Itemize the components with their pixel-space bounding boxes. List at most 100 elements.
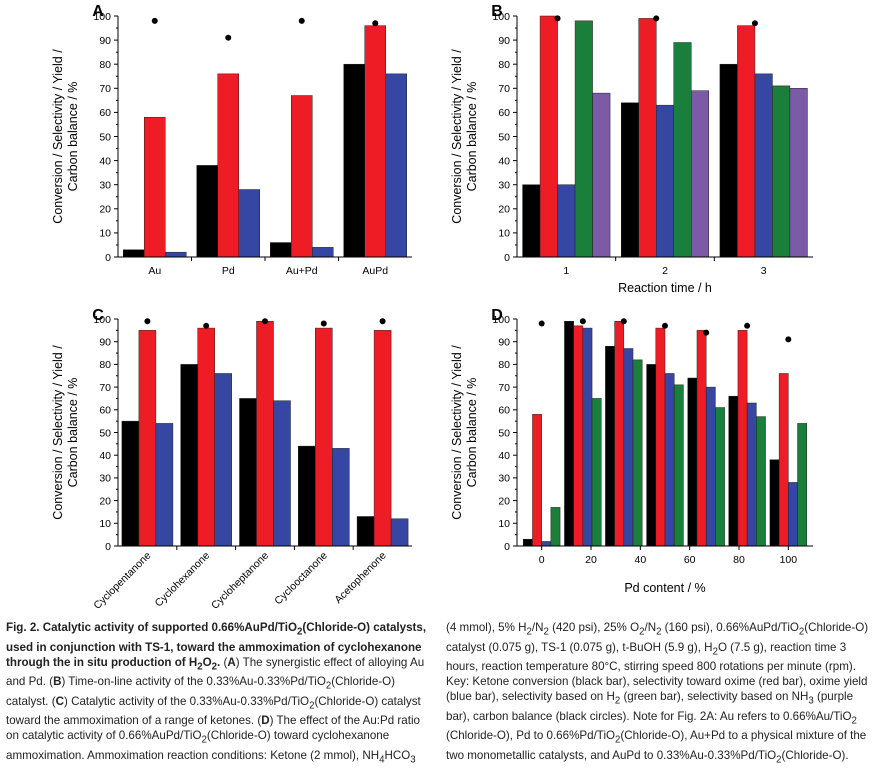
- x-tick-label: Au+Pd: [286, 265, 318, 277]
- y-tick-label: 20: [99, 495, 111, 507]
- x-tick-label: Cyclooctanone: [272, 550, 330, 608]
- y-tick-label: 80: [99, 359, 111, 371]
- carbon-balance-dot-c-2: [262, 318, 268, 325]
- bar-c-oxime-yield-0: [155, 423, 174, 547]
- bar-d-oxime-selectivity-3: [655, 327, 666, 547]
- y-tick-label: 30: [99, 180, 111, 192]
- bar-d-h2-selectivity-4: [715, 407, 725, 547]
- carbon-balance-dot-b-2: [751, 20, 758, 27]
- bar-c-oxime-selectivity-0: [138, 330, 157, 547]
- bar-a-oxime-selectivity-3: [364, 25, 386, 258]
- y-tick-label: 100: [492, 11, 510, 23]
- x-tick-label: 40: [634, 554, 646, 566]
- x-tick-label: AuPd: [362, 265, 388, 277]
- bar-c-conversion-2: [239, 398, 257, 547]
- y-tick-label: 40: [498, 450, 510, 462]
- bar-d-conversion-4: [687, 377, 698, 547]
- bar-b-h2-selectivity-2: [772, 85, 791, 258]
- bar-d-conversion-5: [728, 395, 739, 547]
- y-tick-label: 60: [99, 107, 111, 119]
- y-tick-label: 90: [498, 35, 510, 47]
- bar-b-oxime-selectivity-0: [539, 15, 558, 258]
- bar-c-oxime-selectivity-3: [315, 327, 333, 547]
- y-tick-label: 50: [498, 131, 510, 143]
- carbon-balance-dot-a-2: [298, 17, 305, 24]
- bar-b-conversion-1: [621, 102, 639, 258]
- bar-a-oxime-yield-2: [312, 247, 334, 258]
- y-tick-label: 40: [99, 155, 111, 167]
- bar-d-h2-selectivity-0: [550, 507, 561, 547]
- x-tick-label: 60: [684, 554, 696, 566]
- y-tick-label: 30: [99, 473, 111, 485]
- bar-d-oxime-selectivity-0: [532, 414, 542, 547]
- x-tick-label: Cyclopentanone: [91, 550, 153, 610]
- bar-a-conversion-0: [123, 249, 145, 258]
- bar-b-nh3-selectivity-2: [789, 88, 808, 258]
- bar-d-conversion-2: [605, 345, 615, 547]
- chart-panel-d: 0 10 20 30 40 50 60 70 80 90 100 0 20 40 60 80 100 Conver…: [450, 307, 813, 595]
- y-tick-label: 70: [498, 382, 510, 394]
- bar-d-h2-selectivity-2: [632, 359, 643, 547]
- bar-b-nh3-selectivity-0: [592, 92, 611, 258]
- carbon-balance-dot-a-1: [225, 34, 232, 41]
- bar-d-oxime-selectivity-4: [696, 330, 707, 547]
- bar-b-oxime-yield-1: [656, 104, 674, 258]
- y-tick-label: 80: [498, 359, 510, 371]
- y-tick-label: 70: [498, 83, 510, 95]
- bar-b-h2-selectivity-1: [673, 42, 692, 258]
- y-axis-title-line-1: Conversion / Selectivity / Yield /: [450, 49, 464, 224]
- bar-a-oxime-selectivity-0: [144, 116, 166, 258]
- bar-d-conversion-3: [646, 364, 657, 547]
- bar-d-oxime-yield-2: [623, 348, 634, 547]
- y-tick-label: 80: [498, 59, 510, 71]
- bar-d-oxime-selectivity-1: [573, 325, 584, 547]
- carbon-balance-dot-c-0: [144, 318, 151, 325]
- carbon-balance-dot-d-2: [620, 318, 627, 325]
- bar-b-oxime-selectivity-1: [638, 18, 657, 258]
- x-tick-label: 0: [539, 554, 545, 566]
- y-axis-title-line-2: Carbon balance / %: [66, 82, 80, 192]
- bar-d-oxime-yield-6: [788, 482, 798, 547]
- y-tick-label: 30: [498, 473, 510, 485]
- bar-b-h2-selectivity-0: [574, 20, 593, 258]
- y-tick-label: 10: [99, 228, 111, 240]
- bar-c-conversion-1: [180, 364, 198, 547]
- bar-d-oxime-yield-5: [746, 402, 757, 547]
- bar-c-oxime-selectivity-1: [197, 327, 215, 547]
- bar-b-conversion-0: [522, 184, 541, 258]
- y-tick-label: 100: [492, 314, 510, 326]
- bar-d-oxime-yield-1: [582, 327, 593, 547]
- carbon-balance-dot-a-3: [372, 20, 379, 27]
- bar-a-oxime-yield-3: [385, 73, 407, 258]
- bar-d-h2-selectivity-5: [756, 416, 766, 547]
- y-tick-label: 20: [99, 204, 111, 216]
- chart-panel-b: 0 10 20 30 40 50 60 70 80 90 100 1 2 3 Conversion / Se…: [450, 3, 813, 295]
- y-axis-title-line-1: Conversion / Selectivity / Yield /: [51, 49, 65, 224]
- carbon-balance-dot-d-5: [744, 322, 751, 329]
- y-tick-label: 70: [99, 83, 111, 95]
- y-tick-label: 100: [93, 314, 111, 326]
- bar-d-oxime-yield-0: [541, 541, 552, 547]
- x-tick-label: 100: [780, 554, 798, 566]
- y-axis-title-line-2: Carbon balance / %: [465, 378, 479, 488]
- y-tick-label: 30: [498, 180, 510, 192]
- x-tick-label: 1: [563, 265, 569, 277]
- y-tick-label: 0: [105, 541, 111, 553]
- bar-d-h2-selectivity-6: [797, 423, 807, 547]
- bar-b-conversion-2: [719, 63, 738, 258]
- bar-d-oxime-yield-3: [664, 373, 675, 547]
- y-tick-label: 100: [93, 11, 111, 23]
- bar-c-oxime-selectivity-4: [373, 330, 392, 547]
- x-axis-title: Reaction time / h: [618, 281, 712, 295]
- y-tick-label: 60: [498, 405, 510, 417]
- figure-caption: Fig. 2. Catalytic activity of supported …: [6, 620, 870, 770]
- bar-a-conversion-1: [196, 165, 218, 258]
- y-tick-label: 70: [99, 382, 111, 394]
- caption-column-left: Fig. 2. Catalytic activity of supported …: [6, 620, 430, 770]
- x-tick-label: Pd: [222, 265, 235, 277]
- x-tick-label: Au: [148, 265, 161, 277]
- carbon-balance-dot-a-0: [151, 17, 158, 24]
- carbon-balance-dot-c-1: [203, 322, 210, 329]
